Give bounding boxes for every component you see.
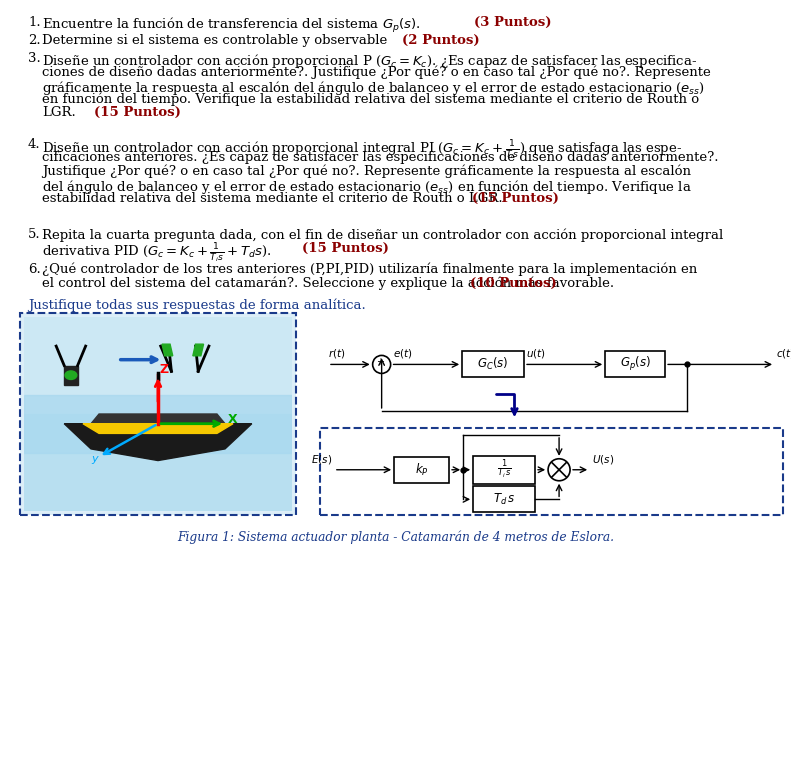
- FancyBboxPatch shape: [473, 486, 535, 512]
- FancyBboxPatch shape: [20, 313, 296, 515]
- Text: (15 Puntos): (15 Puntos): [94, 106, 181, 119]
- FancyBboxPatch shape: [462, 351, 524, 378]
- Text: en función del tiempo. Verifique la estabilidad relativa del sistema mediante el: en función del tiempo. Verifique la esta…: [42, 92, 699, 106]
- Text: Justifique ¿Por qué? o en caso tal ¿Por qué no?. Represente gráficamente la resp: Justifique ¿Por qué? o en caso tal ¿Por …: [42, 165, 691, 178]
- Text: $E(s)$: $E(s)$: [311, 453, 332, 466]
- Text: $e(t)$: $e(t)$: [392, 348, 412, 361]
- Text: gráficamente la respuesta al escalón del ángulo de balanceo y el error de estado: gráficamente la respuesta al escalón del…: [42, 79, 705, 97]
- Bar: [24, 394, 292, 453]
- Text: el control del sistema del catamarán?. Seleccione y explique la acción más favor: el control del sistema del catamarán?. S…: [42, 277, 614, 290]
- Text: 6.: 6.: [28, 263, 41, 276]
- Text: del ángulo de balanceo y el error de estado estacionario ($e_{ss}$) en función d: del ángulo de balanceo y el error de est…: [42, 178, 692, 197]
- Text: $T_d\,s$: $T_d\,s$: [493, 492, 516, 507]
- Text: Encuentre la función de transferencia del sistema $G_p(s)$.: Encuentre la función de transferencia de…: [42, 16, 421, 35]
- Text: estabilidad relativa del sistema mediante el criterio de Routh o LGR.: estabilidad relativa del sistema mediant…: [42, 192, 502, 205]
- Text: $U(s)$: $U(s)$: [592, 453, 615, 466]
- Text: (10 Puntos): (10 Puntos): [470, 277, 557, 289]
- Bar: [24, 414, 292, 511]
- Text: Diseñe un controlador con acción proporcional integral PI ($G_c = K_c + \frac{1}: Diseñe un controlador con acción proporc…: [42, 138, 683, 161]
- Text: Diseñe un controlador con acción proporcional P ($G_c = K_c$). ¿Es capaz de sati: Diseñe un controlador con acción proporc…: [42, 52, 697, 70]
- Text: 2.: 2.: [28, 34, 40, 47]
- FancyBboxPatch shape: [605, 351, 665, 378]
- Text: $c(t)$: $c(t)$: [776, 348, 791, 361]
- Text: derivativa PID ($G_c = K_c + \frac{1}{T_i s} + T_d s$).: derivativa PID ($G_c = K_c + \frac{1}{T_…: [42, 241, 272, 265]
- Circle shape: [65, 371, 77, 379]
- Text: X: X: [228, 413, 237, 426]
- FancyBboxPatch shape: [320, 428, 783, 515]
- Text: (2 Puntos): (2 Puntos): [402, 34, 479, 47]
- Text: y: y: [91, 454, 97, 464]
- Polygon shape: [193, 345, 203, 356]
- Text: Figura 1: Sistema actuador planta - Catamarán de 4 metros de Eslora.: Figura 1: Sistema actuador planta - Cata…: [177, 530, 614, 544]
- Text: LGR.: LGR.: [42, 106, 76, 119]
- Text: cificaciones anteriores. ¿Es capaz de satisfacer las especificaciones de diseño : cificaciones anteriores. ¿Es capaz de sa…: [42, 151, 718, 165]
- Text: $r(t)$: $r(t)$: [328, 348, 346, 361]
- Text: 3.: 3.: [28, 52, 41, 65]
- Polygon shape: [162, 345, 172, 356]
- Text: (3 Puntos): (3 Puntos): [474, 16, 551, 29]
- Text: +: +: [376, 358, 384, 368]
- Text: 1.: 1.: [28, 16, 40, 29]
- Text: Determine si el sistema es controlable y observable: Determine si el sistema es controlable y…: [42, 34, 388, 47]
- Text: (15 Puntos): (15 Puntos): [302, 241, 389, 255]
- Text: (15 Puntos): (15 Puntos): [472, 192, 559, 205]
- Text: 4.: 4.: [28, 138, 40, 151]
- Text: 5.: 5.: [28, 228, 40, 241]
- Text: ciones de diseño dadas anteriormente?. Justifique ¿Por qué? o en caso tal ¿Por q: ciones de diseño dadas anteriormente?. J…: [42, 65, 711, 79]
- Polygon shape: [64, 365, 78, 385]
- Text: $\frac{1}{T_i\,s}$: $\frac{1}{T_i\,s}$: [497, 458, 511, 481]
- Polygon shape: [83, 424, 233, 434]
- Text: $k_P$: $k_P$: [414, 461, 429, 478]
- FancyBboxPatch shape: [394, 457, 449, 483]
- FancyBboxPatch shape: [473, 456, 535, 484]
- Text: Justifique todas sus respuestas de forma analítica.: Justifique todas sus respuestas de forma…: [28, 298, 365, 311]
- Polygon shape: [64, 424, 252, 461]
- Text: Repita la cuarta pregunta dada, con el fin de diseñar un controlador con acción : Repita la cuarta pregunta dada, con el f…: [42, 228, 723, 241]
- Text: ¿Qué controlador de los tres anteriores (P,PI,PID) utilizaría finalmente para la: ¿Qué controlador de los tres anteriores …: [42, 263, 697, 277]
- Text: $G_C(s)$: $G_C(s)$: [477, 356, 509, 372]
- Text: $G_p(s)$: $G_p(s)$: [619, 355, 651, 374]
- Text: Z: Z: [159, 363, 168, 376]
- Bar: [24, 317, 292, 414]
- Text: $u(t)$: $u(t)$: [526, 348, 546, 361]
- Polygon shape: [91, 414, 225, 424]
